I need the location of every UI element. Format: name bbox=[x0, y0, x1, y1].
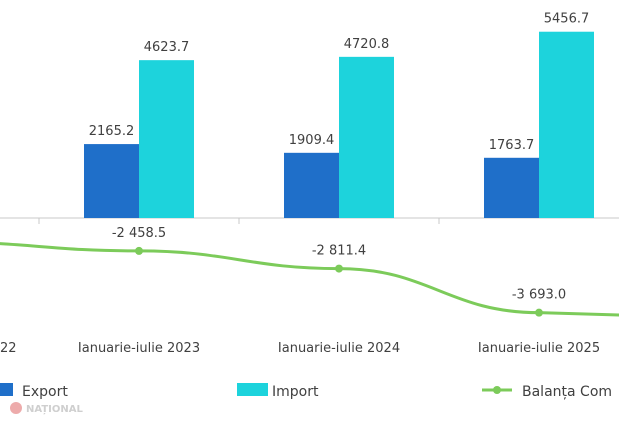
bar-import-3 bbox=[539, 31, 594, 219]
watermark-logo: NAȚIONAL bbox=[10, 402, 83, 415]
legend-marker-import bbox=[237, 383, 268, 396]
bar-export-2 bbox=[284, 152, 339, 218]
bar-label-import-2: 4720.8 bbox=[344, 37, 390, 52]
bar-label-export-1: 2165.2 bbox=[89, 124, 135, 139]
line-balanta bbox=[0, 242, 619, 317]
bar-export-3 bbox=[484, 157, 539, 218]
legend-marker-dot bbox=[493, 386, 501, 394]
line-point-1 bbox=[135, 246, 143, 255]
bar-import-1 bbox=[139, 60, 194, 218]
category-layer: 22 Ianuarie-iulie 2023 Ianuarie-iulie 2024… bbox=[0, 341, 600, 356]
category-label-0: 22 bbox=[0, 341, 17, 356]
line-point-3 bbox=[535, 308, 543, 317]
line-label-2: -2 811.4 bbox=[312, 244, 366, 259]
bar-import-2 bbox=[339, 56, 394, 218]
axis-layer bbox=[0, 217, 619, 224]
category-label-1: Ianuarie-iulie 2023 bbox=[78, 341, 200, 356]
legend-label-balanta: Balanța Com bbox=[522, 384, 612, 400]
legend-marker-export bbox=[0, 383, 13, 396]
bar-label-export-3: 1763.7 bbox=[489, 138, 535, 153]
bar-label-import-1: 4623.7 bbox=[144, 40, 190, 55]
bar-label-import-3: 5456.7 bbox=[544, 12, 590, 27]
bar-labels-layer: 2165.2 4623.7 1909.4 4720.8 1763.7 5456.7 bbox=[89, 12, 590, 153]
bar-label-export-2: 1909.4 bbox=[289, 133, 335, 148]
bars-layer bbox=[84, 31, 594, 219]
category-label-3: Ianuarie-iulie 2025 bbox=[478, 341, 600, 356]
legend: Export Import Balanța Com bbox=[0, 383, 612, 400]
category-label-2: Ianuarie-iulie 2024 bbox=[278, 341, 400, 356]
line-layer: -2 458.5 -2 811.4 -3 693.0 bbox=[0, 226, 619, 317]
legend-label-import: Import bbox=[272, 384, 319, 400]
line-point-2 bbox=[335, 264, 343, 273]
watermark-text: NAȚIONAL bbox=[26, 404, 83, 415]
bar-export-1 bbox=[84, 144, 139, 218]
line-label-1: -2 458.5 bbox=[112, 226, 166, 241]
watermark-dot-icon bbox=[10, 402, 22, 414]
line-label-3: -3 693.0 bbox=[512, 288, 566, 303]
legend-label-export: Export bbox=[22, 384, 68, 400]
